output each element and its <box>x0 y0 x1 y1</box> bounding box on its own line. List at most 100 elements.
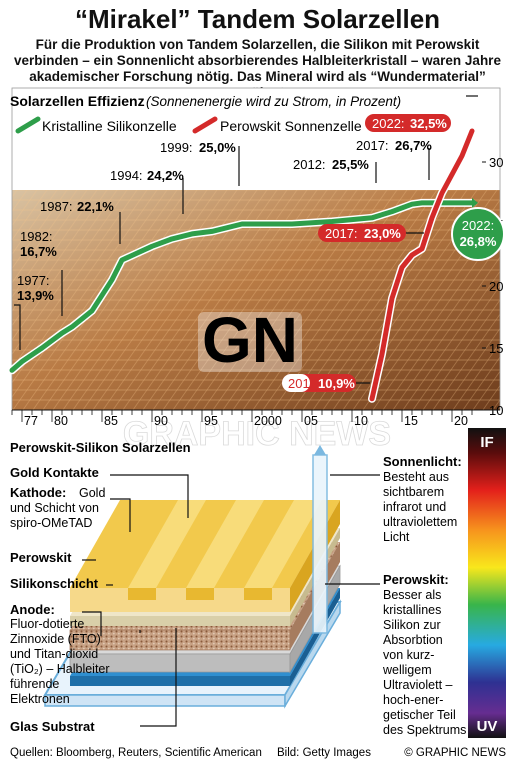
annotation-value-1977: 13,9% <box>17 288 54 303</box>
annotation-value-2012-pv: 10,9% <box>318 376 355 391</box>
annotation-year-2012-pv: 2012: <box>288 376 321 391</box>
gold-contact-3 <box>244 500 322 588</box>
svg-text:Licht: Licht <box>383 530 410 544</box>
x-tick-label: 15 <box>404 414 418 428</box>
svg-text:von kurz-: von kurz- <box>383 648 434 662</box>
page-title: “Mirakel” Tandem Solarzellen <box>74 4 441 34</box>
annotation-value-2017-si: 26,7% <box>395 138 432 153</box>
legend-swatch-silicon <box>15 116 41 134</box>
desc-cathode-line3: spiro-OMeTAD <box>10 516 92 530</box>
annotation-value-1982: 16,7% <box>20 244 57 259</box>
x-tick-label: 95 <box>204 414 218 428</box>
svg-text:Silikon zur: Silikon zur <box>383 618 441 632</box>
desc-anode-l6: Elektronen <box>10 692 70 706</box>
annotation-value-1994: 24,2% <box>147 168 184 183</box>
label-glass-substrate: Glas Substrat <box>10 719 95 734</box>
svg-text:hoch-ener-: hoch-ener- <box>383 693 443 707</box>
annotation-year-2012-si: 2012: <box>293 157 326 172</box>
diagram: Perowskit-Silikon Solarzellen <box>10 428 506 738</box>
svg-text:welligem: welligem <box>382 663 432 677</box>
sunlight-beam <box>312 454 328 634</box>
legend-label-perovskite: Perowskit Sonnenzelle <box>220 118 362 134</box>
x-axis: 77 80 85 90 95 2000 05 10 15 20 <box>11 409 500 428</box>
watermark-text: GRAPHIC NEWS <box>123 415 391 453</box>
legend: Kristalline Silikonzelle Perowskit Sonne… <box>15 116 362 134</box>
annotation-value-2022-pv: 32,5% <box>410 116 447 131</box>
svg-text:kristallines: kristallines <box>383 603 441 617</box>
svg-text:Absorbtion: Absorbtion <box>383 633 443 647</box>
annotation-year-1987: 1987: <box>40 199 73 214</box>
spectrum-label-bottom: UV <box>477 718 498 735</box>
annotation-badge-2022-pv <box>365 114 451 132</box>
series-end-marker-silicon <box>472 197 478 208</box>
footer-photo: Bild: Getty Images <box>277 747 371 759</box>
x-tick-label: 05 <box>304 414 318 428</box>
gold-contact-2 <box>186 500 264 588</box>
x-tick-label: 85 <box>104 414 118 428</box>
gold-contact-1 <box>128 500 206 588</box>
annotation-year-2017-si: 2017: <box>356 138 389 153</box>
chart-subtitle: (Sonnenenergie wird zu Strom, in Prozent… <box>146 94 401 109</box>
series-line-perovskite <box>369 128 475 402</box>
y-tick-label: 20 <box>489 279 503 294</box>
series-line-silicon <box>9 200 475 373</box>
series-layer <box>8 127 478 403</box>
diagram-title: Perowskit-Silikon Solarzellen <box>10 440 191 455</box>
desc-cathode-line1: Gold <box>79 486 105 500</box>
footer-sources: Quellen: Bloomberg, Reuters, Scientific … <box>10 747 262 759</box>
desc-anode-l3: und Titan-dioxid <box>10 647 98 661</box>
svg-text:sichtbarem: sichtbarem <box>383 485 444 499</box>
label-perovskite-note: Perowskit: <box>383 572 449 587</box>
annotation-value-2017-pv: 23,0% <box>364 226 401 241</box>
label-sunlight: Sonnenlicht: <box>383 454 462 469</box>
annotation-year-1999: 1999: <box>160 140 193 155</box>
watermark-logo: GN <box>202 304 298 376</box>
annotation-year-2017-pv: 2017: <box>325 226 358 241</box>
annotation-year-1982: 1982: <box>20 229 53 244</box>
annotation-year-1977: 1977: <box>17 273 50 288</box>
spectrum-bar <box>468 428 506 738</box>
label-gold-contacts: Gold Kontakte <box>10 465 99 480</box>
svg-text:Ultraviolett –: Ultraviolett – <box>383 678 453 692</box>
x-tick-label: 2000 <box>254 414 282 428</box>
watermark: GN GRAPHIC NEWS <box>122 304 391 453</box>
annotations: 1977: 13,9% 1982: 16,7% 1987: 22,1% 1994… <box>17 114 505 392</box>
annotation-value-1999: 25,0% <box>199 140 236 155</box>
annotation-year-2022-pv: 2022: <box>372 116 405 131</box>
x-tick-label: 20 <box>454 414 468 428</box>
x-tick-label: 10 <box>354 414 368 428</box>
y-tick-label: 30 <box>489 155 503 170</box>
chart-title: Solarzellen Effizienz <box>10 93 145 109</box>
annotation-year-2022-si: 2022: <box>462 218 495 233</box>
annotation-badge-2022-si <box>451 207 505 261</box>
legend-swatch-perovskite <box>192 116 218 134</box>
svg-text:ultraviolettem: ultraviolettem <box>383 515 457 529</box>
svg-text:getischer Teil: getischer Teil <box>383 708 456 722</box>
annotation-value-1987: 22,1% <box>77 199 114 214</box>
x-tick-label: 77 <box>24 414 38 428</box>
y-tick-label: 15 <box>489 341 503 356</box>
page-subtitle: Für die Produktion von Tandem Solarzelle… <box>14 37 501 100</box>
annotation-value-2012-si: 25,5% <box>332 157 369 172</box>
desc-anode-l4: (TiO₂) – Halbleiter <box>10 662 110 676</box>
annotation-value-2022-si: 26,8% <box>460 234 497 249</box>
label-silicon: Silikonschicht <box>10 576 99 591</box>
annotation-year-1994: 1994: <box>110 168 143 183</box>
svg-text:infrarot und: infrarot und <box>383 500 446 514</box>
label-anode: Anode: <box>10 602 55 617</box>
annotation-badge-2017-pv <box>318 224 406 242</box>
footer-credit: © GRAPHIC NEWS <box>404 747 506 759</box>
x-tick-label: 80 <box>54 414 68 428</box>
svg-text:Besser als: Besser als <box>383 588 441 602</box>
desc-anode-l5: führende <box>10 677 59 691</box>
label-perovskite: Perowskit <box>10 550 72 565</box>
annotation-leaders <box>14 95 478 384</box>
legend-label-silicon: Kristalline Silikonzelle <box>42 118 177 134</box>
svg-text:Besteht aus: Besteht aus <box>383 470 449 484</box>
spectrum-label-top: IF <box>480 434 493 451</box>
label-cathode: Kathode: <box>10 485 66 500</box>
desc-anode-l1: Fluor-dotierte <box>10 617 84 631</box>
desc-anode-l2: Zinnoxide (FTO) <box>10 632 101 646</box>
desc-cathode-line2: und Schicht von <box>10 501 99 515</box>
